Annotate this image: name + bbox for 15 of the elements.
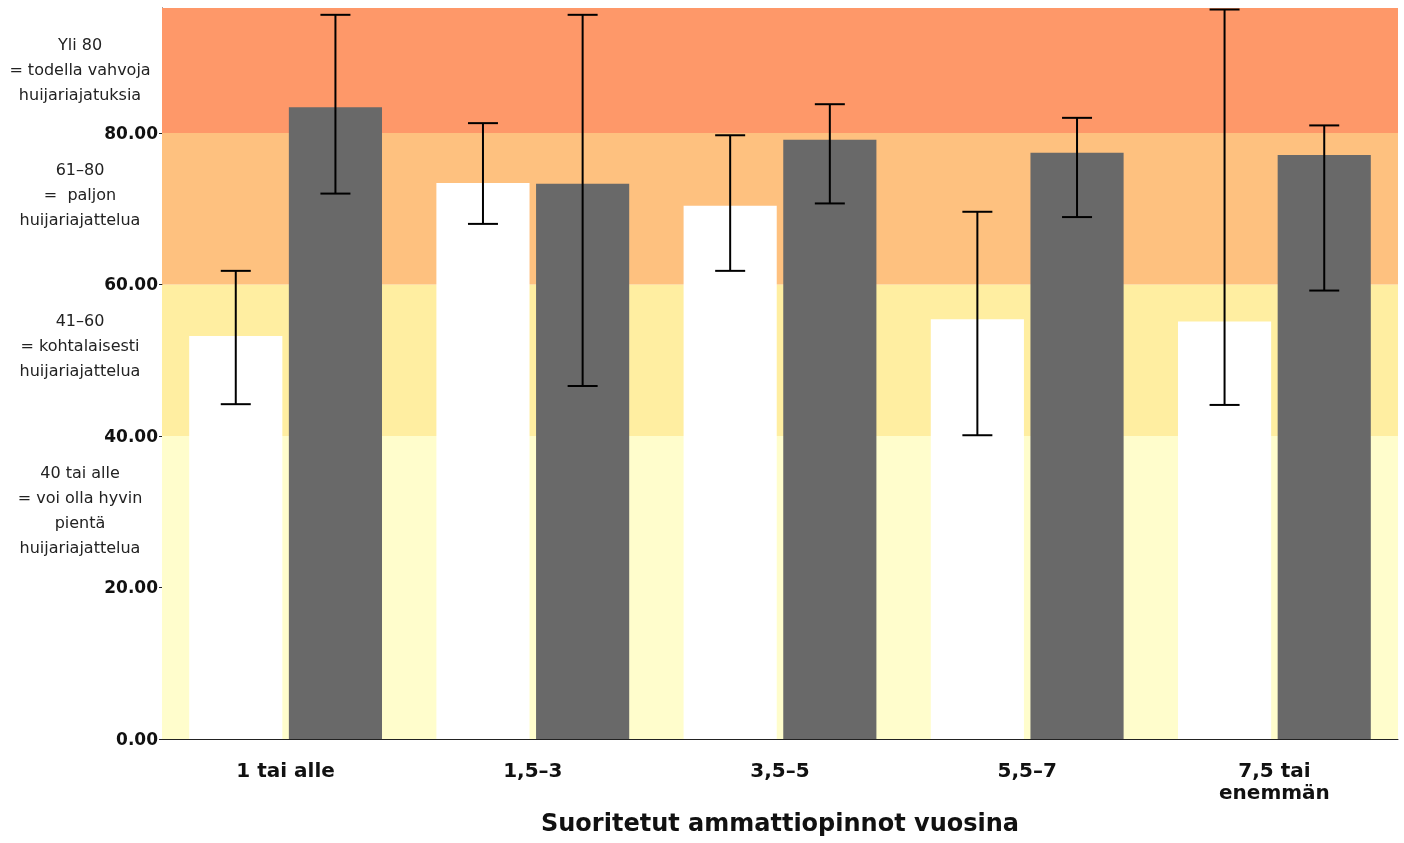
band-label: 41–60 = kohtalaisesti huijariajattelua — [19, 311, 141, 381]
x-tick-label: 3,5–5 — [750, 758, 810, 782]
band-label: 40 tai alle = voi olla hyvin pientä huijariajattelua — [17, 462, 143, 557]
y-tick-label: 80.00 — [104, 122, 159, 143]
x-tick-label: 7,5 tai enemmän — [1219, 758, 1330, 804]
y-tick-label: 60.00 — [104, 274, 159, 295]
band-label: 61–80 = paljon huijariajattelua — [19, 159, 141, 229]
y-tick-label: 40.00 — [104, 425, 159, 446]
x-tick-label: 1 tai alle — [236, 758, 335, 782]
y-tick-label: 20.00 — [104, 577, 159, 598]
x-axis-title: Suoritetut ammattiopinnot vuosina — [540, 809, 1020, 837]
y-tick-label: 0.00 — [116, 729, 159, 749]
x-tick-label: 5,5–7 — [997, 758, 1057, 782]
x-tick-label: 1,5–3 — [503, 758, 563, 782]
band-label: Yli 80 = todella vahvoja huijariajatuksia — [9, 35, 151, 104]
